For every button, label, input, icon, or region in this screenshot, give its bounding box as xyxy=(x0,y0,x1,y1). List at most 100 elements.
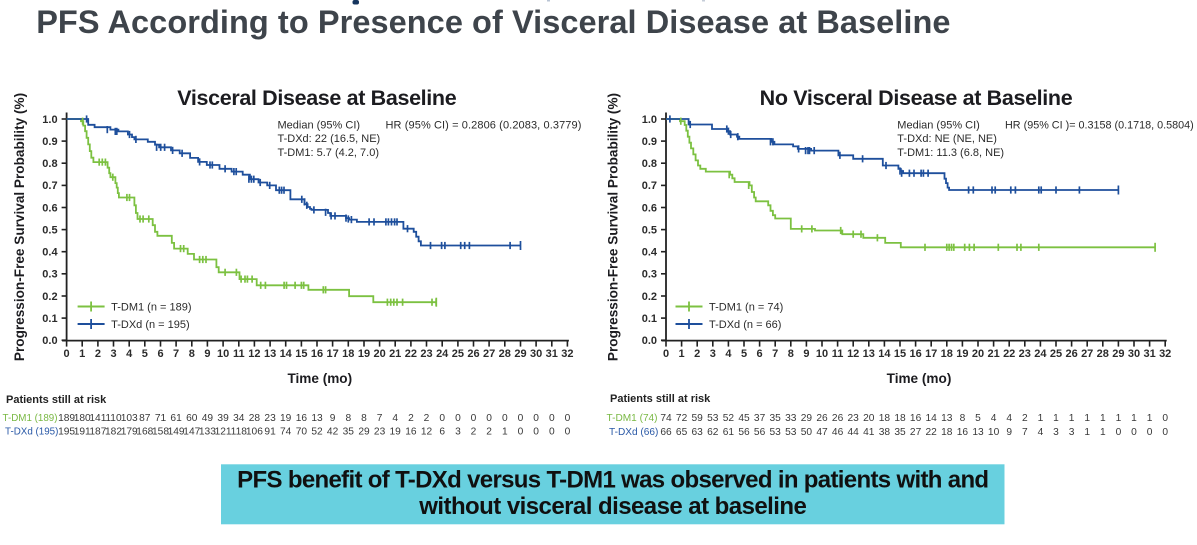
svg-text:24: 24 xyxy=(436,348,449,360)
svg-text:18: 18 xyxy=(342,348,354,360)
svg-text:0: 0 xyxy=(663,348,669,360)
svg-text:44: 44 xyxy=(848,427,860,438)
svg-text:9: 9 xyxy=(803,348,809,360)
svg-text:18: 18 xyxy=(879,413,891,424)
svg-text:12: 12 xyxy=(248,348,260,360)
svg-text:26: 26 xyxy=(1065,348,1077,360)
svg-text:0.2: 0.2 xyxy=(642,291,657,303)
svg-text:168: 168 xyxy=(136,427,153,438)
svg-text:without visceral disease at ba: without visceral disease at baseline xyxy=(418,493,806,520)
svg-text:Visceral Disease at Baseline: Visceral Disease at Baseline xyxy=(177,86,456,110)
svg-text:53: 53 xyxy=(785,427,797,438)
svg-text:PFS According to Presence of V: PFS According to Presence of Visceral Di… xyxy=(36,4,950,40)
svg-text:T-DXd (n = 195): T-DXd (n = 195) xyxy=(111,319,190,331)
svg-text:No Visceral Disease at Baselin: No Visceral Disease at Baseline xyxy=(760,86,1073,110)
svg-text:3: 3 xyxy=(110,348,116,360)
svg-text:0: 0 xyxy=(64,348,70,360)
svg-text:20: 20 xyxy=(972,348,984,360)
svg-text:53: 53 xyxy=(707,413,719,424)
svg-text:0.1: 0.1 xyxy=(42,313,57,325)
svg-text:2: 2 xyxy=(486,427,492,438)
svg-text:24: 24 xyxy=(1034,348,1047,360)
svg-text:17: 17 xyxy=(326,348,338,360)
svg-text:0: 0 xyxy=(1147,427,1153,438)
svg-text:191: 191 xyxy=(74,427,91,438)
svg-text:30: 30 xyxy=(1128,348,1140,360)
svg-text:3: 3 xyxy=(1053,427,1059,438)
svg-text:4: 4 xyxy=(725,348,732,360)
svg-text:149: 149 xyxy=(168,427,185,438)
svg-text:1: 1 xyxy=(1084,413,1090,424)
svg-text:T-DM1 (n = 74): T-DM1 (n = 74) xyxy=(709,302,783,314)
svg-text:0: 0 xyxy=(533,413,539,424)
svg-text:23: 23 xyxy=(1019,348,1031,360)
svg-text:27: 27 xyxy=(910,427,922,438)
svg-text:0.7: 0.7 xyxy=(42,180,57,192)
svg-text:14: 14 xyxy=(926,413,938,424)
svg-text:6: 6 xyxy=(757,348,763,360)
svg-text:91: 91 xyxy=(264,427,276,438)
svg-text:13: 13 xyxy=(311,413,323,424)
svg-text:70: 70 xyxy=(296,427,308,438)
svg-text:1: 1 xyxy=(1147,413,1153,424)
svg-text:1: 1 xyxy=(1084,427,1090,438)
svg-text:35: 35 xyxy=(343,427,355,438)
svg-text:29: 29 xyxy=(801,413,813,424)
svg-text:0.9: 0.9 xyxy=(42,136,57,148)
svg-text:110: 110 xyxy=(105,413,122,424)
svg-text:1: 1 xyxy=(1038,413,1044,424)
svg-text:3: 3 xyxy=(1069,427,1075,438)
svg-text:7: 7 xyxy=(173,348,179,360)
svg-text:5: 5 xyxy=(741,348,747,360)
svg-text:0: 0 xyxy=(518,427,524,438)
svg-text:41: 41 xyxy=(863,427,875,438)
svg-text:Progression-Free Survival Prob: Progression-Free Survival Probability (%… xyxy=(606,93,621,361)
svg-text:19: 19 xyxy=(390,427,402,438)
svg-text:35: 35 xyxy=(770,413,782,424)
svg-text:53: 53 xyxy=(770,427,782,438)
svg-text:8: 8 xyxy=(960,413,966,424)
svg-text:45: 45 xyxy=(738,413,750,424)
svg-text:Progression-Free Survival Prob: Progression-Free Survival Probability (%… xyxy=(12,93,27,361)
svg-text:8: 8 xyxy=(345,413,351,424)
svg-text:47: 47 xyxy=(816,427,828,438)
svg-text:0.3: 0.3 xyxy=(42,269,57,281)
svg-text:26: 26 xyxy=(832,413,844,424)
svg-text:T-DM1 (n = 189): T-DM1 (n = 189) xyxy=(111,302,191,314)
svg-text:2: 2 xyxy=(1022,413,1028,424)
svg-text:0: 0 xyxy=(455,413,461,424)
svg-text:18: 18 xyxy=(894,413,906,424)
svg-text:42: 42 xyxy=(327,427,339,438)
svg-text:1: 1 xyxy=(79,348,85,360)
svg-text:HR (95% CI )= 0.3158 (0.1718,: HR (95% CI )= 0.3158 (0.1718, 0.5804) xyxy=(1005,120,1194,132)
svg-text:12: 12 xyxy=(847,348,859,360)
svg-text:38: 38 xyxy=(879,427,891,438)
svg-text:1: 1 xyxy=(1069,413,1075,424)
svg-text:T-DXd (195): T-DXd (195) xyxy=(5,427,58,438)
svg-text:15: 15 xyxy=(894,348,906,360)
svg-text:62: 62 xyxy=(707,427,719,438)
svg-text:25: 25 xyxy=(452,348,464,360)
svg-text:4: 4 xyxy=(1038,427,1044,438)
svg-text:31: 31 xyxy=(546,348,558,360)
svg-text:87: 87 xyxy=(139,413,151,424)
svg-text:7: 7 xyxy=(772,348,778,360)
svg-text:189: 189 xyxy=(58,413,75,424)
svg-text:0.0: 0.0 xyxy=(42,335,57,347)
svg-text:0: 0 xyxy=(549,427,555,438)
svg-text:0.5: 0.5 xyxy=(642,224,657,236)
svg-text:195: 195 xyxy=(58,427,75,438)
svg-text:22: 22 xyxy=(926,427,938,438)
svg-text:22: 22 xyxy=(405,348,417,360)
svg-text:56: 56 xyxy=(738,427,750,438)
svg-text:12: 12 xyxy=(421,427,433,438)
svg-text:0.5: 0.5 xyxy=(42,224,57,236)
svg-text:6: 6 xyxy=(439,427,445,438)
svg-text:0.6: 0.6 xyxy=(42,202,57,214)
svg-text:103: 103 xyxy=(121,413,138,424)
svg-text:16: 16 xyxy=(909,348,921,360)
svg-text:23: 23 xyxy=(848,413,860,424)
svg-text:33: 33 xyxy=(785,413,797,424)
svg-text:10: 10 xyxy=(217,348,229,360)
svg-text:16: 16 xyxy=(311,348,323,360)
